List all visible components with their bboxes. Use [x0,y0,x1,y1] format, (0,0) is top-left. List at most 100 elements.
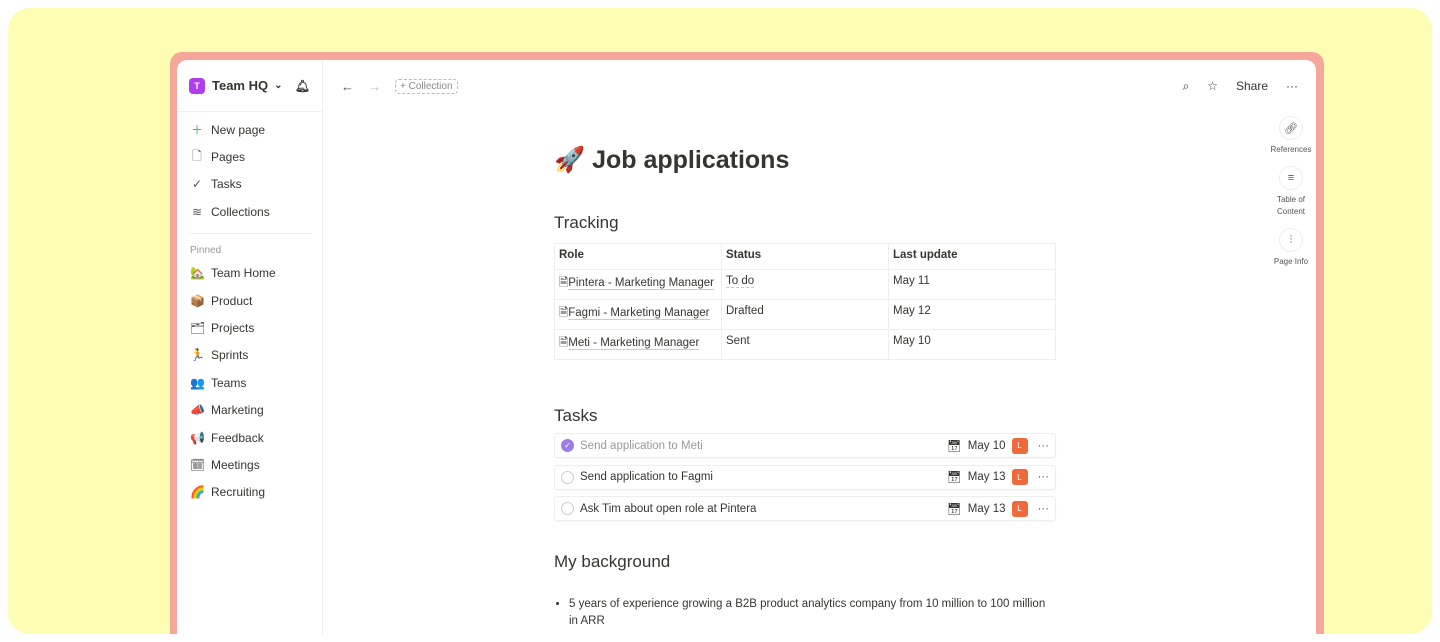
collection-emoji-icon: 📢 [190,430,205,445]
sidebar: T Team HQ ⌄ 🔔︎ ＋ New page 🗋 Pages ✓ Tasks ≋ Col… [177,60,323,634]
task-item[interactable]: Send application to Fagmi 📅︎ May 13 L ··· [554,464,1056,490]
pinned-item-teams[interactable]: 👥 Teams [177,369,322,396]
role-cell[interactable]: 🗎Pintera - Marketing Manager [554,269,722,300]
pinned-item-sprints[interactable]: 🏃 Sprints [177,342,322,369]
more-icon[interactable]: ··· [1037,439,1050,452]
sidebar-item-label: Tasks [211,177,242,192]
pinned-item-feedback[interactable]: 📢 Feedback [177,424,322,451]
background-heading: My background [554,552,671,571]
rail-label: References [1270,145,1312,154]
background-list: 5 years of experience growing a B2B prod… [569,596,1056,630]
more-icon[interactable]: ··· [1037,502,1050,515]
task-date[interactable]: May 13 [967,502,1006,515]
share-button[interactable]: Share [1235,79,1268,93]
tracking-heading: Tracking [554,213,619,232]
table-row: 🗎Fagmi - Marketing Manager Drafted May 12 [554,299,1056,330]
top-bar: ← → + Collection ⌕ ☆ Share ··· [323,60,1316,112]
role-cell[interactable]: 🗎Fagmi - Marketing Manager [554,299,722,330]
forward-arrow-icon[interactable]: → [368,78,381,94]
checkbox-icon[interactable] [561,502,574,515]
sidebar-item-collections[interactable]: ≋ Collections [177,198,322,225]
column-header[interactable]: Role [554,243,722,270]
role-link[interactable]: Meti - Marketing Manager [568,337,700,350]
list-icon: ≡ [1279,166,1303,190]
task-date[interactable]: May 13 [967,471,1006,483]
star-icon[interactable]: ☆ [1207,79,1218,93]
rail-page-info[interactable]: ⫶ Page Info [1266,228,1316,268]
avatar[interactable]: L [1011,500,1028,517]
collection-emoji-icon: 🏃 [190,348,205,363]
sidebar-item-pages[interactable]: 🗋 Pages [177,143,322,170]
plus-icon: ＋ [190,123,203,138]
page-icon: 🗎 [559,307,569,319]
checkbox-icon[interactable] [561,470,574,484]
add-collection-button[interactable]: + Collection [395,78,458,94]
pinned-item-projects[interactable]: 🗂 Projects [177,314,322,341]
workspace-switcher[interactable]: T Team HQ ⌄ 🔔︎ [177,60,322,112]
role-link[interactable]: Pintera - Marketing Manager [568,277,714,290]
task-item[interactable]: ✓ Send application to Meti 📅︎ May 10 L ··· [554,433,1056,458]
date-cell[interactable]: May 11 [888,269,1056,300]
column-header[interactable]: Last update [888,243,1056,270]
task-date[interactable]: May 10 [967,439,1006,452]
avatar[interactable]: L [1011,469,1028,485]
checked-checkbox-icon[interactable]: ✓ [561,439,574,452]
workspace-name: Team HQ [212,78,269,93]
sliders-icon: ⫶ [1279,228,1303,252]
pinned-label: Pinned [190,244,222,256]
task-item[interactable]: Ask Tim about open role at Pintera 📅︎ May … [554,496,1056,521]
page-icon: 🗋 [192,148,202,163]
search-icon[interactable]: ⌕ [1182,78,1190,93]
status-value: Sent [726,335,750,347]
calendar-icon: 📅︎ [947,503,962,516]
sidebar-item-label: Collections [211,204,270,219]
sidebar-item-label: Pages [211,150,246,165]
sidebar-item-tasks[interactable]: ✓ Tasks [177,171,322,198]
role-link[interactable]: Fagmi - Marketing Manager [568,307,710,320]
rail-label: Page Info [1273,257,1309,266]
page-title-text: Job applications [592,146,790,174]
sidebar-item-new-page[interactable]: ＋ New page [177,116,322,143]
collection-emoji-icon: 📦 [190,293,205,308]
pinned-item-recruiting[interactable]: 🌈 Recruiting [177,479,322,506]
back-arrow-icon[interactable]: ← [341,78,354,94]
page-title: 🚀 Job applications [554,146,789,175]
pinned-item-meetings[interactable]: 🗓 Meetings [177,451,322,478]
page-icon: 🗎 [559,337,569,349]
collection-emoji-icon: 👥 [190,375,205,390]
pinned-item-team-home[interactable]: 🏡 Team Home [177,260,322,287]
task-title: Ask Tim about open role at Pintera [580,502,757,515]
more-icon[interactable]: ··· [1286,79,1298,93]
divider [190,232,312,234]
layers-icon: ≋ [191,204,203,219]
calendar-icon: 📅︎ [947,472,962,484]
task-title: Send application to Meti [580,439,703,452]
status-value: Drafted [726,305,764,317]
pinned-item-marketing[interactable]: 📣 Marketing [177,397,322,424]
sidebar-item-label: Sprints [211,348,249,363]
sidebar-item-label: Projects [211,321,255,336]
date-cell[interactable]: May 12 [888,299,1056,330]
workspace-logo: T [189,77,205,94]
column-header[interactable]: Status [721,243,889,270]
bell-icon[interactable]: 🔔︎ [294,78,310,93]
rail-references[interactable]: 🔗︎ References [1266,116,1316,156]
collection-emoji-icon: 🗓 [190,457,206,472]
tracking-table: Role Status Last update 🗎Pintera - Marketin… [554,243,1056,360]
rail-table-of-content[interactable]: ≡ Table of Content [1266,166,1316,218]
more-icon[interactable]: ··· [1037,471,1050,483]
avatar[interactable]: L [1011,437,1028,454]
status-cell[interactable]: Sent [721,329,889,360]
sidebar-item-label: Marketing [211,403,264,418]
status-cell[interactable]: To do [721,269,889,300]
date-cell[interactable]: May 10 [888,329,1056,360]
page-icon: 🗎 [559,277,569,289]
pinned-item-product[interactable]: 📦 Product [177,287,322,314]
link-icon: 🔗︎ [1279,116,1303,140]
role-cell[interactable]: 🗎Meti - Marketing Manager [554,329,722,360]
rocket-icon: 🚀 [554,146,586,174]
status-cell[interactable]: Drafted [721,299,889,330]
tasks-heading: Tasks [554,406,598,425]
table-row: 🗎Pintera - Marketing Manager To do May 11 [554,269,1056,300]
app-window: T Team HQ ⌄ 🔔︎ ＋ New page 🗋 Pages ✓ Tasks ≋ Col… [177,60,1316,634]
